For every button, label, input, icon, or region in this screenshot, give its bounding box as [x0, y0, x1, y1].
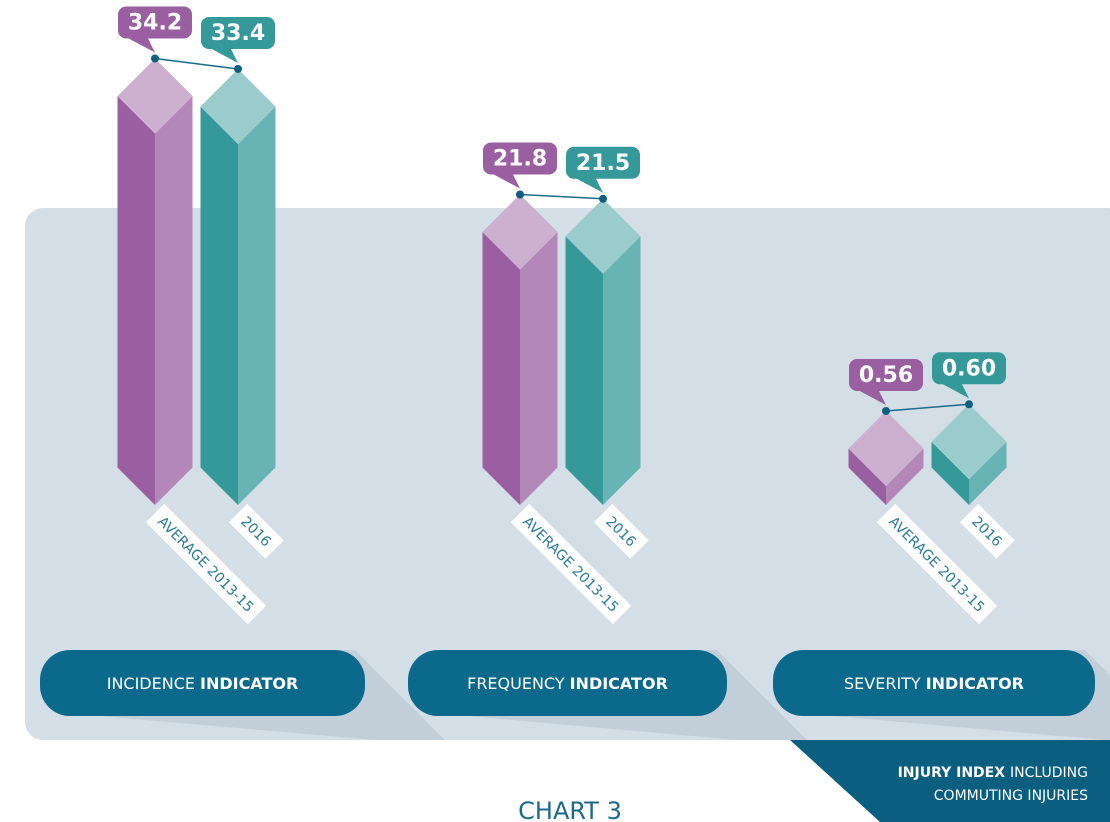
value-label-pointer: [939, 382, 969, 399]
indicator-pill: [773, 650, 1095, 716]
connector: [885, 403, 970, 412]
indicator-title-text: INCIDENCE: [107, 674, 195, 693]
value-label: 21.5: [576, 151, 630, 176]
bar-top-face: [931, 404, 1007, 480]
bar-right-face: [520, 232, 558, 506]
value-label-box: [118, 6, 192, 39]
value-label-pointer: [490, 172, 520, 189]
indicator-title: FREQUENCY INDICATOR: [467, 674, 668, 693]
value-label-box: [566, 146, 640, 179]
value-label-pointer: [573, 176, 603, 193]
indicator-title-bold: INDICATOR: [200, 674, 298, 693]
connector-dot: [516, 190, 524, 199]
bar-right-face: [603, 236, 641, 505]
value-label: 0.60: [942, 356, 996, 381]
bar-top-face: [565, 198, 641, 274]
connector: [519, 193, 604, 200]
panel: [25, 208, 1110, 740]
bar-right-face: [155, 96, 193, 505]
category-tag-box: [228, 503, 284, 559]
connector-dot: [882, 407, 890, 415]
indicator-pill: [408, 650, 727, 716]
bar-left-face: [200, 106, 238, 505]
indicator-title-bold: INDICATOR: [570, 674, 668, 693]
bar: [931, 404, 1007, 505]
footnote-line: INJURY INDEX INCLUDING: [898, 765, 1088, 781]
connector-dot: [599, 194, 607, 203]
indicator-title: SEVERITY INDICATOR: [844, 674, 1024, 693]
indicator-pill: [40, 650, 365, 716]
bar-right-face: [238, 106, 276, 505]
category-tag-box: [593, 503, 649, 559]
indicator-title-text: FREQUENCY: [467, 674, 565, 693]
value-label: 33.4: [211, 21, 265, 46]
indicator-title: INCIDENCE INDICATOR: [107, 674, 299, 693]
value-label-box: [483, 142, 557, 175]
value-label-box: [201, 16, 275, 49]
value-label-pointer: [856, 389, 886, 405]
value-label-pointer: [125, 36, 155, 53]
connector-dot: [234, 64, 242, 73]
footnote-bold: INJURY INDEX: [898, 765, 1006, 781]
category-tag-box: [959, 503, 1015, 559]
footnote-text: COMMUTING INJURIES: [934, 788, 1088, 804]
value-label-box: [849, 359, 923, 391]
bar-left-face: [848, 448, 886, 505]
bar-left-face: [482, 232, 520, 506]
value-label: 0.56: [859, 363, 913, 388]
value-label: 34.2: [128, 11, 182, 36]
indicator-title-text: SEVERITY: [844, 674, 921, 693]
bar: [200, 68, 276, 505]
bar: [565, 198, 641, 505]
bar-top-face: [482, 194, 558, 270]
category-tag-box: [510, 503, 632, 625]
bar-top-face: [117, 58, 193, 134]
bar-left-face: [931, 441, 969, 505]
value-label-pointer: [208, 46, 238, 63]
indicator-title-bold: INDICATOR: [926, 674, 1024, 693]
bar-left-face: [117, 96, 155, 505]
footnote-text: INCLUDING: [1010, 765, 1088, 781]
footnote-band: [790, 740, 1110, 822]
bar: [848, 411, 924, 505]
value-label-box: [932, 352, 1006, 385]
bar-top-face: [848, 411, 924, 486]
category-tag-box: [145, 503, 267, 625]
bar: [117, 58, 193, 505]
bar-top-face: [200, 68, 276, 144]
category-tag-box: [876, 503, 998, 625]
bar-right-face: [969, 441, 1007, 505]
caption: CHART 3: [518, 797, 622, 822]
connector: [154, 57, 239, 70]
value-label: 21.8: [493, 147, 547, 172]
bar-right-face: [886, 448, 924, 505]
connector-dot: [151, 54, 159, 63]
bar: [482, 194, 558, 506]
bar-left-face: [565, 236, 603, 505]
connector-dot: [965, 400, 973, 409]
